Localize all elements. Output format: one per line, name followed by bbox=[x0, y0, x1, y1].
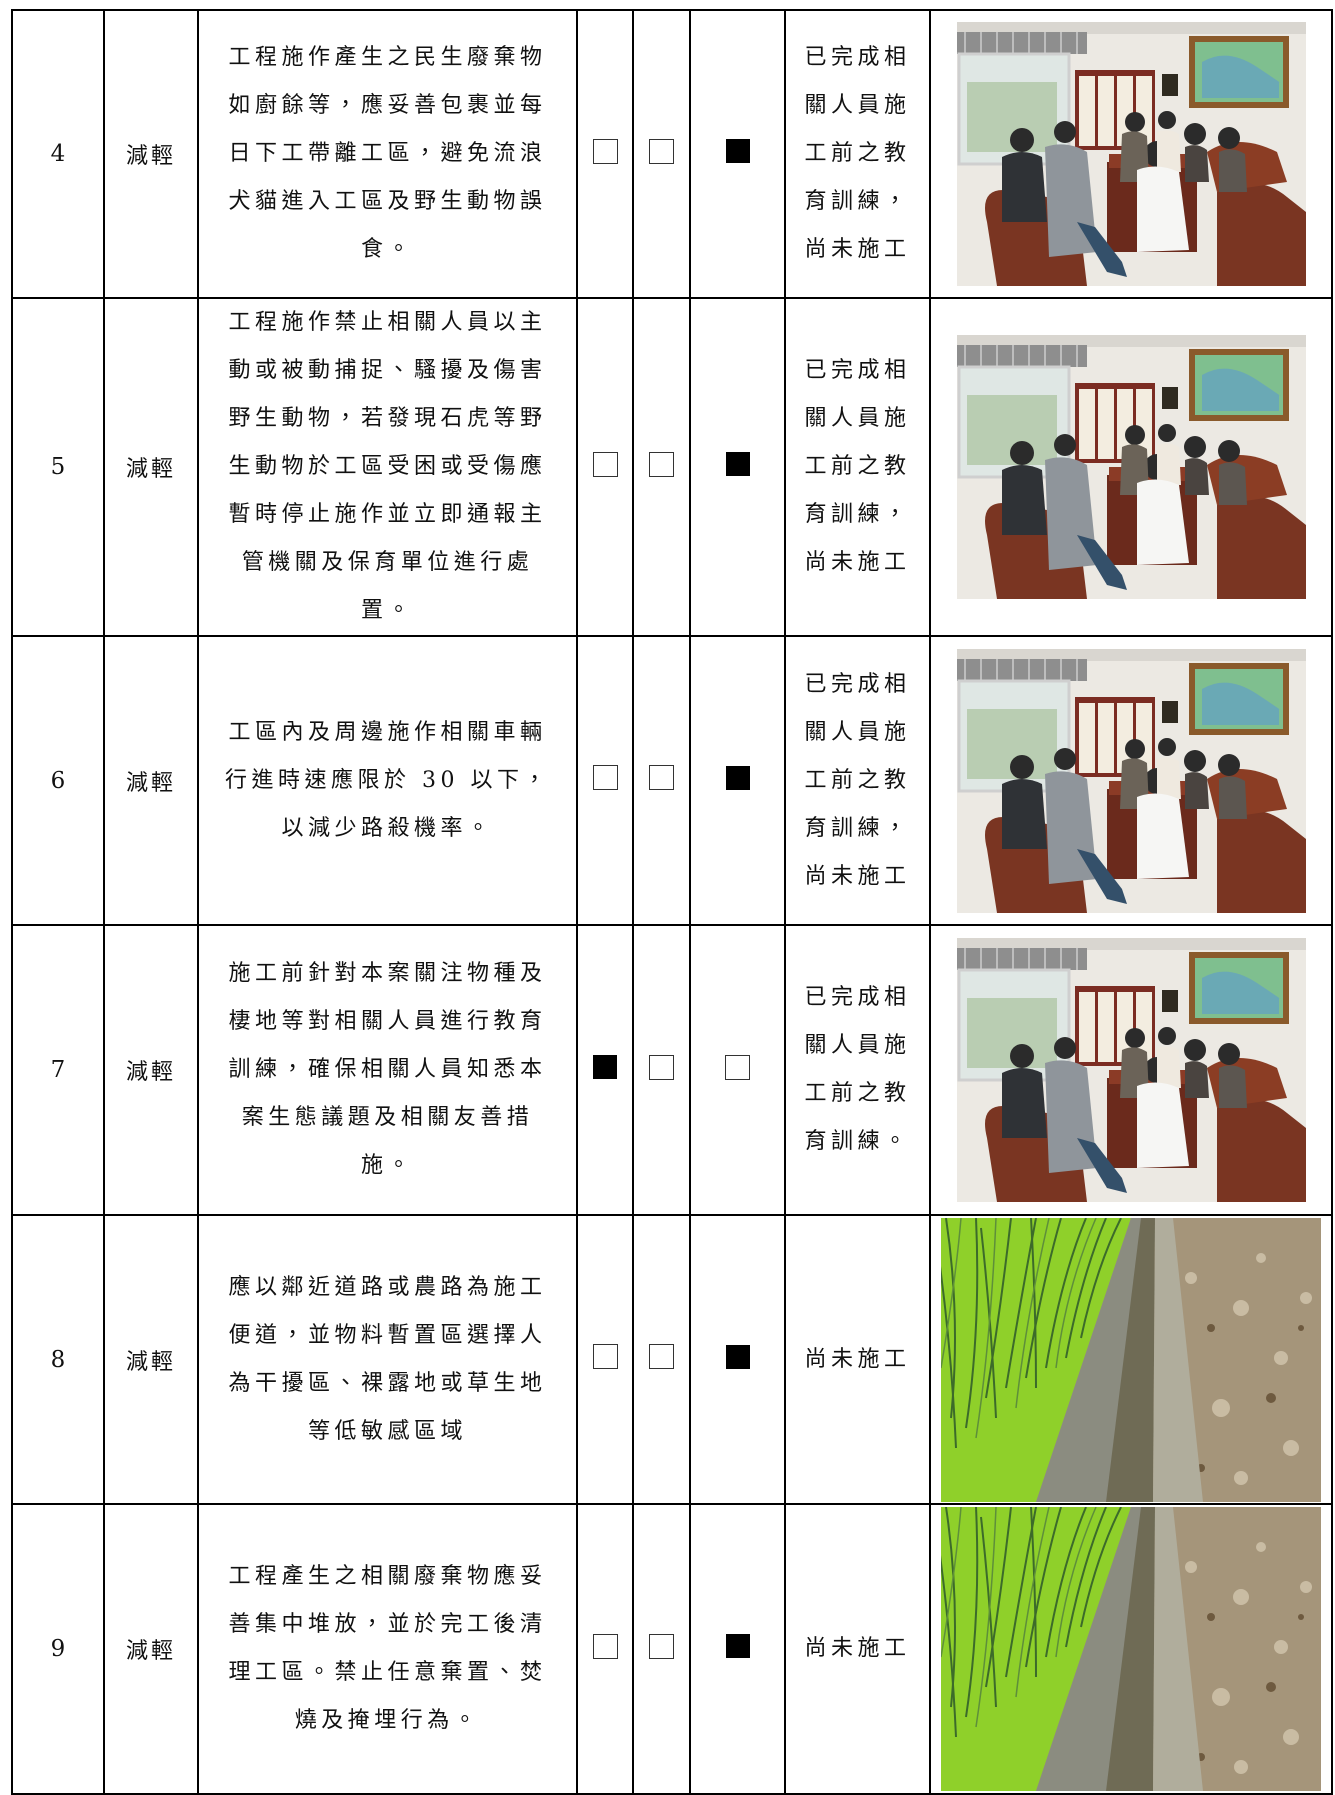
status-text: 已完成相關人員施工前之教育訓練，尚未施工 bbox=[784, 635, 931, 926]
checkbox-checked bbox=[725, 452, 750, 476]
measure-table: 4 減輕 工程施作產生之民生廢棄物如廚餘等，應妥善包裹並每日下工帶離工區，避免流浪犬… bbox=[11, 9, 1333, 1795]
table-body: 4 減輕 工程施作產生之民生廢棄物如廚餘等，應妥善包裹並每日下工帶離工區，避免流浪犬… bbox=[11, 9, 1333, 1795]
check-cell bbox=[576, 924, 634, 1216]
photo-cell bbox=[929, 297, 1333, 637]
checkbox-empty bbox=[592, 138, 618, 164]
meeting-photo bbox=[956, 22, 1306, 286]
photo-cell bbox=[929, 1503, 1333, 1795]
meeting-photo bbox=[956, 938, 1306, 1202]
status-text: 尚未施工 bbox=[784, 1503, 931, 1795]
checkbox-empty bbox=[649, 1054, 674, 1080]
measure-type: 減輕 bbox=[103, 1214, 199, 1505]
checkbox-checked bbox=[725, 1344, 750, 1369]
status-text: 已完成相關人員施工前之教育訓練，尚未施工 bbox=[784, 297, 931, 637]
check-cell bbox=[576, 297, 634, 637]
measure-type: 減輕 bbox=[103, 9, 199, 299]
measure-text: 應以鄰近道路或農路為施工便道，並物料暫置區選擇人為干擾區、裸露地或草生地等低敏感… bbox=[197, 1214, 578, 1505]
checkbox-empty bbox=[725, 1054, 750, 1080]
photo-cell bbox=[929, 1214, 1333, 1505]
row-number: 6 bbox=[11, 635, 105, 926]
measure-text: 工程施作禁止相關人員以主動或被動捕捉、騷擾及傷害野生動物，若發現石虎等野生動物於… bbox=[197, 297, 578, 637]
checkbox-empty bbox=[649, 138, 674, 164]
check-cell bbox=[689, 297, 786, 637]
checkbox-empty bbox=[592, 1344, 618, 1369]
check-cell bbox=[632, 297, 691, 637]
measure-text: 工程施作產生之民生廢棄物如廚餘等，應妥善包裹並每日下工帶離工區，避免流浪犬貓進入… bbox=[197, 9, 578, 299]
checkbox-checked bbox=[725, 765, 750, 790]
checkbox-empty bbox=[649, 1344, 674, 1369]
check-cell bbox=[689, 924, 786, 1216]
check-cell bbox=[632, 1214, 691, 1505]
checkbox-empty bbox=[592, 451, 618, 477]
status-text: 已完成相關人員施工前之教育訓練。 bbox=[784, 924, 931, 1216]
table-row: 6 減輕 工區內及周邊施作相關車輛行進時速應限於 30 以下，以減少路殺機率。 已完成… bbox=[11, 635, 1333, 926]
checkbox-empty bbox=[592, 1633, 618, 1659]
table-row: 7 減輕 施工前針對本案關注物種及棲地等對相關人員進行教育訓練，確保相關人員知悉本案… bbox=[11, 924, 1333, 1216]
table-row: 5 減輕 工程施作禁止相關人員以主動或被動捕捉、騷擾及傷害野生動物，若發現石虎等野生… bbox=[11, 297, 1333, 637]
checkbox-empty bbox=[649, 765, 674, 790]
row-number: 8 bbox=[11, 1214, 105, 1505]
status-text: 已完成相關人員施工前之教育訓練，尚未施工 bbox=[784, 9, 931, 299]
table-row: 9 減輕 工程產生之相關廢棄物應妥善集中堆放，並於完工後清理工區。禁止任意棄置、焚燒… bbox=[11, 1503, 1333, 1795]
ditch-photo bbox=[941, 1217, 1321, 1502]
check-cell bbox=[689, 635, 786, 926]
ditch-photo bbox=[941, 1507, 1321, 1791]
row-number: 5 bbox=[11, 297, 105, 637]
table-row: 4 減輕 工程施作產生之民生廢棄物如廚餘等，應妥善包裹並每日下工帶離工區，避免流浪犬… bbox=[11, 9, 1333, 299]
check-cell bbox=[576, 635, 634, 926]
check-cell bbox=[689, 1503, 786, 1795]
meeting-photo bbox=[956, 648, 1306, 913]
checkbox-checked bbox=[725, 139, 750, 163]
checkbox-checked bbox=[725, 1634, 750, 1658]
check-cell bbox=[632, 924, 691, 1216]
check-cell bbox=[632, 635, 691, 926]
photo-cell bbox=[929, 9, 1333, 299]
check-cell bbox=[689, 1214, 786, 1505]
photo-cell bbox=[929, 924, 1333, 1216]
checkbox-checked bbox=[593, 1055, 617, 1079]
check-cell bbox=[632, 9, 691, 299]
checkbox-empty bbox=[592, 765, 618, 790]
measure-type: 減輕 bbox=[103, 297, 199, 637]
measure-type: 減輕 bbox=[103, 635, 199, 926]
check-cell bbox=[576, 1214, 634, 1505]
check-cell bbox=[576, 9, 634, 299]
measure-type: 減輕 bbox=[103, 924, 199, 1216]
status-text: 尚未施工 bbox=[784, 1214, 931, 1505]
row-number: 9 bbox=[11, 1503, 105, 1795]
check-cell bbox=[689, 9, 786, 299]
checkbox-empty bbox=[649, 1633, 674, 1659]
photo-cell bbox=[929, 635, 1333, 926]
measure-text: 工程產生之相關廢棄物應妥善集中堆放，並於完工後清理工區。禁止任意棄置、焚燒及掩埋… bbox=[197, 1503, 578, 1795]
measure-type: 減輕 bbox=[103, 1503, 199, 1795]
row-number: 7 bbox=[11, 924, 105, 1216]
row-number: 4 bbox=[11, 9, 105, 299]
measure-text: 工區內及周邊施作相關車輛行進時速應限於 30 以下，以減少路殺機率。 bbox=[197, 635, 578, 926]
meeting-photo bbox=[956, 335, 1306, 599]
checkbox-empty bbox=[649, 451, 674, 477]
table-row: 8 減輕 應以鄰近道路或農路為施工便道，並物料暫置區選擇人為干擾區、裸露地或草生地等… bbox=[11, 1214, 1333, 1505]
page: 4 減輕 工程施作產生之民生廢棄物如廚餘等，應妥善包裹並每日下工帶離工區，避免流浪犬… bbox=[11, 9, 1333, 1795]
check-cell bbox=[576, 1503, 634, 1795]
measure-text: 施工前針對本案關注物種及棲地等對相關人員進行教育訓練，確保相關人員知悉本案生態議… bbox=[197, 924, 578, 1216]
check-cell bbox=[632, 1503, 691, 1795]
